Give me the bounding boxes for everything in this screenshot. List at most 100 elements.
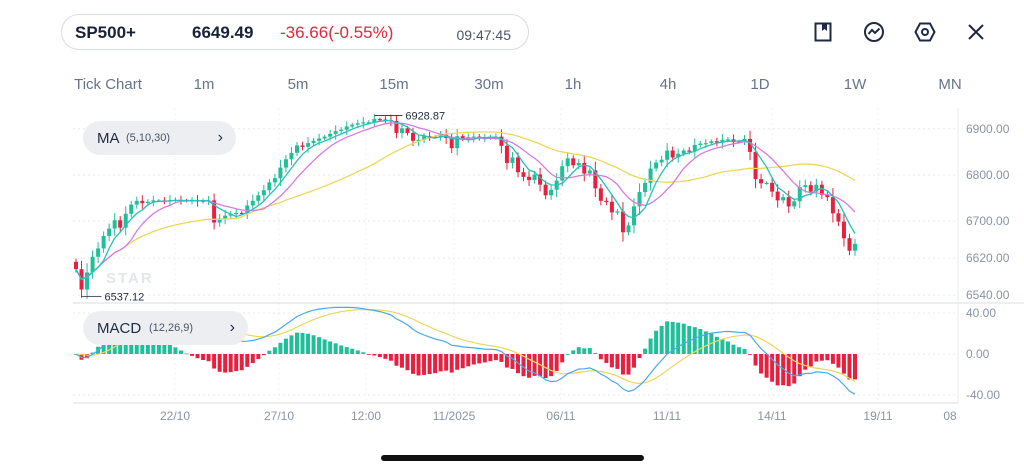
macd-bar [256,354,261,360]
symbol-label[interactable]: SP500+ [75,23,136,42]
candle [527,170,532,186]
macd-bar [272,347,277,354]
candle-body [499,136,504,146]
candle-body [698,143,703,145]
time-tick-label: 06/11 [546,409,575,423]
macd-bar [604,354,609,363]
macd-bar [830,354,835,364]
trend-icon[interactable] [862,20,886,44]
macd-bar [725,341,730,354]
macd-bar [388,354,393,361]
candle [786,190,791,213]
tab-1m[interactable]: 1m [193,76,215,93]
ma5-line [75,119,856,281]
price-chart[interactable]: STAR 6900.00 6800.00 6700.00 6620.00 6540.00 4… [0,100,1024,440]
macd-bar [670,321,675,354]
candle-body [433,136,438,138]
candle [698,140,703,148]
macd-bar [792,354,797,384]
candle-body [112,220,117,229]
candle [350,122,355,129]
macd-bar [427,354,432,375]
tab-4h[interactable]: 4h [659,76,677,93]
candle-body [317,138,322,141]
candle [620,202,625,242]
tab-1w[interactable]: 1W [843,76,867,93]
candle-body [615,211,620,213]
macd-bar [239,354,244,371]
macd-bar [460,354,465,369]
macd-bar [841,354,846,374]
candle-body [372,119,377,123]
low-marker-label: 6537.12 [105,291,145,303]
candle [123,206,128,236]
macd-bar [372,354,377,356]
candle-body [85,272,90,290]
price-tick-label: 6700.00 [966,214,1010,228]
candle [764,181,769,185]
macd-bar [637,354,642,359]
candle [344,121,349,135]
macd-bar [692,327,697,354]
candle-body [234,212,239,215]
candle [289,147,294,166]
candle [659,155,664,167]
candle-body [460,136,465,139]
candle [604,197,609,206]
candle [853,238,857,256]
macd-bar [493,354,498,361]
macd-bar [322,339,327,354]
tab-mn[interactable]: MN [938,76,962,93]
settings-icon[interactable] [913,20,937,44]
tab-15m[interactable]: 15m [379,76,409,93]
ma-indicator-pill[interactable]: MA (5,10,30) › [83,121,236,155]
macd-bar [339,345,344,354]
macd-bar [190,354,195,356]
tab-1d[interactable]: 1D [750,76,770,93]
tab-tick-chart[interactable]: Tick Chart [74,76,142,93]
macd-bar [571,350,576,354]
candle [140,195,145,209]
candle [256,191,261,205]
macd-tick-label: 0.00 [966,347,990,361]
macd-bar [698,328,703,354]
candle-body [411,132,416,141]
candle [593,161,598,198]
close-icon[interactable] [964,20,988,44]
candle [101,231,106,253]
candle [278,159,283,186]
candle-body [643,182,648,193]
candle-body [74,261,78,270]
macd-bar [422,354,427,375]
candle-body [223,215,228,219]
ma30-line [75,131,856,281]
tab-30m[interactable]: 30m [474,76,504,93]
macd-bar [283,338,288,354]
candle [118,216,123,232]
macd-bar [748,354,753,355]
candle-body [510,157,515,163]
candle-body [151,200,156,202]
macd-indicator-pill[interactable]: MACD (12,26,9) › [83,311,248,345]
candle-body [703,143,708,145]
macd-bar [654,330,659,354]
candle-body [830,197,835,214]
candle-body [565,158,570,167]
candle [471,131,476,143]
macd-bar [206,354,211,362]
bookmark-icon[interactable] [811,20,835,44]
candle [748,130,753,161]
tab-1h[interactable]: 1h [564,76,582,93]
candle-body [582,162,587,174]
home-indicator [381,455,644,461]
tab-5m[interactable]: 5m [287,76,309,93]
macd-tick-label: 40.00 [966,306,996,320]
candle [714,137,719,147]
macd-bar [90,352,95,354]
candle-body [792,201,797,207]
candle [598,183,603,206]
timeframe-tabs: Tick Chart 1m 5m 15m 30m 1h 4h 1D 1W MN [0,76,1024,96]
candle [770,177,775,198]
macd-bar [383,354,388,359]
macd-bar [681,323,686,354]
